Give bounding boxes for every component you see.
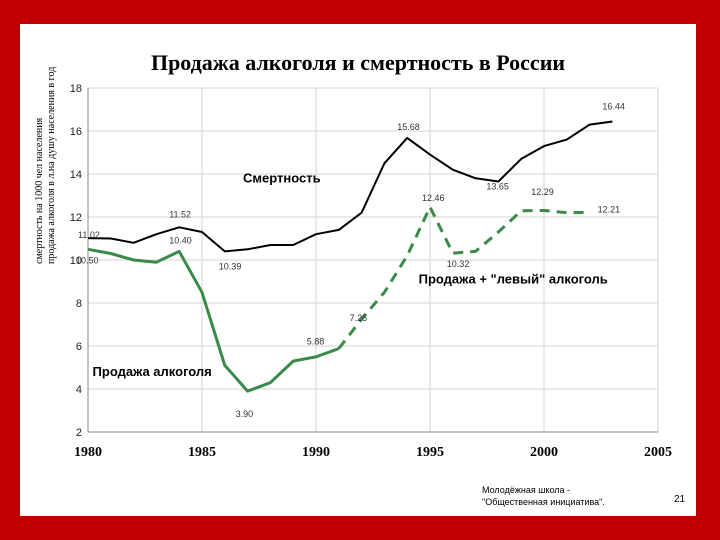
series-annotation: Продажа + "левый" алкоголь: [419, 272, 608, 287]
data-label: 11.02: [78, 230, 100, 240]
y-tick-label: 2: [76, 427, 82, 439]
x-tick-label: 1985: [188, 445, 216, 460]
data-label: 12.21: [598, 204, 621, 214]
y-tick-label: 6: [76, 341, 82, 353]
data-label: 5.88: [307, 337, 325, 347]
x-tick-label: 1990: [302, 445, 330, 460]
data-label: 10.40: [169, 235, 192, 245]
data-label: 13.65: [486, 182, 509, 192]
y-tick-label: 16: [70, 126, 82, 138]
series-line-1: [87, 120, 613, 253]
data-label: 3.90: [236, 409, 254, 419]
series-annotation: Продажа алкоголя: [93, 364, 212, 379]
grid: [87, 87, 659, 433]
data-label: 12.29: [531, 187, 554, 197]
footer: Молодёжная школа - "Общественная инициат…: [482, 484, 605, 508]
data-label: 10.32: [447, 259, 470, 269]
chart: 2 4 6 8 10 12 14 16 18 1980 1985 1990 1995 2000 2005 1…: [70, 83, 672, 460]
data-label: 10.50: [76, 255, 99, 265]
y-tick-label: 12: [70, 212, 82, 224]
y-tick-label: 18: [70, 83, 82, 95]
x-tick-label: 1995: [416, 445, 444, 460]
x-tick-label: 1980: [74, 445, 102, 460]
data-labels: 11.02 11.52 10.40 10.50 10.39 15.68 16.44 12.46…: [76, 102, 625, 420]
data-label: 16.44: [602, 102, 625, 112]
x-tick-label: 2000: [530, 445, 558, 460]
axes: 2 4 6 8 10 12 14 16 18 1980 1985 1990 1995 2000 2005: [70, 83, 672, 460]
footer-line-1: Молодёжная школа -: [482, 485, 571, 495]
page-number: 21: [674, 494, 686, 505]
slide: Продажа алкоголя и смертность в России с…: [20, 24, 696, 516]
data-label: 12.46: [422, 193, 445, 203]
data-label: 15.68: [397, 122, 420, 132]
series-line-3: [337, 205, 590, 350]
y-tick-label: 8: [76, 298, 82, 310]
footer-line-2: "Общественная инициатива".: [482, 497, 605, 507]
data-label: 10.39: [219, 261, 242, 271]
chart-title: Продажа алкоголя и смертность в России: [150, 50, 566, 75]
y-tick-label: 10: [70, 255, 82, 267]
data-label: 7.25: [350, 313, 368, 323]
series-line-2: [87, 247, 340, 393]
y-tick-label: 4: [76, 384, 82, 396]
x-tick-label: 2005: [644, 445, 672, 460]
series-layer: [87, 120, 613, 393]
y-tick-label: 14: [70, 169, 82, 181]
annotations: Смертность Продажа + "левый" алкоголь Прод…: [93, 171, 608, 380]
data-label: 11.52: [169, 209, 191, 219]
series-annotation: Смертность: [243, 171, 321, 186]
